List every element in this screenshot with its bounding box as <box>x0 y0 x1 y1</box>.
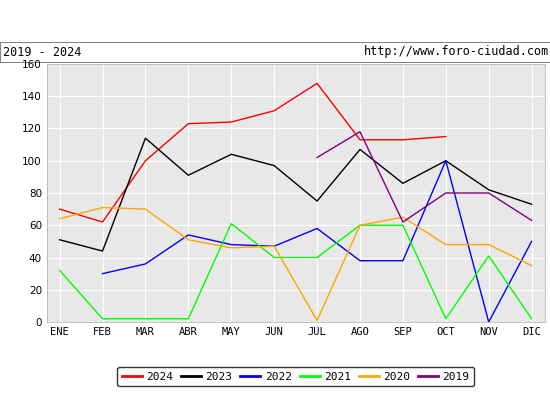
Text: http://www.foro-ciudad.com: http://www.foro-ciudad.com <box>364 46 549 58</box>
Legend: 2024, 2023, 2022, 2021, 2020, 2019: 2024, 2023, 2022, 2021, 2020, 2019 <box>117 367 474 386</box>
Text: 2019 - 2024: 2019 - 2024 <box>3 46 81 58</box>
Text: Evolucion Nº Turistas Extranjeros en el municipio de Ulea: Evolucion Nº Turistas Extranjeros en el … <box>26 14 524 28</box>
